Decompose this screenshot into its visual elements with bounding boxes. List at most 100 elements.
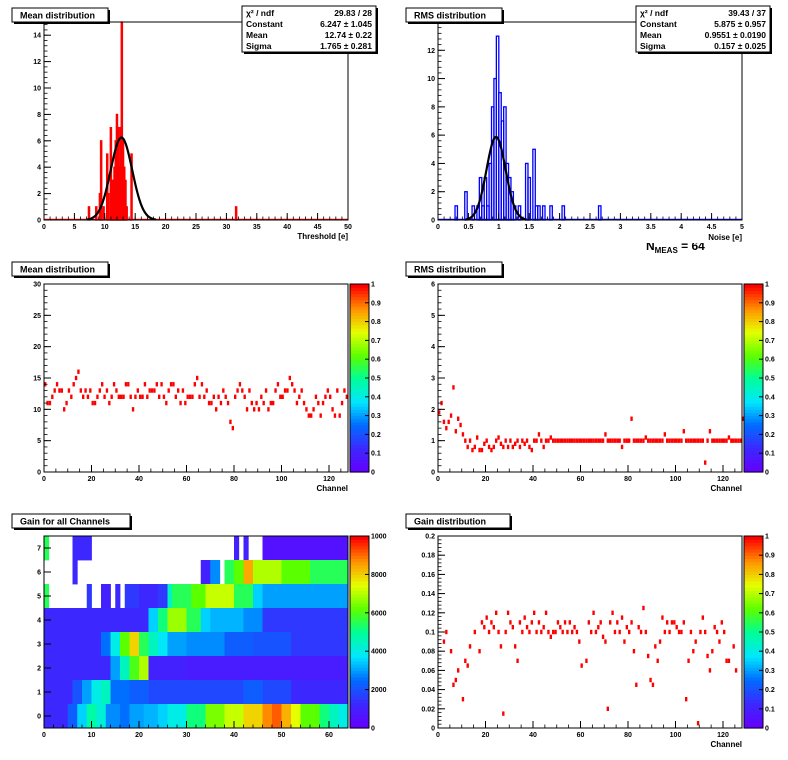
colorbar-segment bbox=[350, 412, 369, 417]
data-point bbox=[205, 388, 208, 393]
data-point bbox=[718, 639, 721, 644]
stats-value: 0.157 ± 0.025 bbox=[714, 41, 766, 51]
colorbar-segment bbox=[744, 349, 763, 354]
y-tick-label: 0 bbox=[37, 470, 41, 477]
colorbar-segment bbox=[350, 309, 369, 313]
colorbar-segment bbox=[744, 390, 763, 395]
data-point bbox=[666, 620, 669, 625]
colorbar-segment bbox=[350, 715, 369, 719]
heatmap-cell bbox=[262, 584, 349, 609]
data-point bbox=[533, 438, 536, 443]
colorbar-segment bbox=[350, 558, 369, 563]
colorbar-segment bbox=[350, 545, 369, 550]
data-point bbox=[150, 388, 154, 393]
colorbar-segment bbox=[350, 396, 369, 401]
colorbar-label: 0.9 bbox=[765, 553, 775, 560]
data-point bbox=[442, 419, 446, 425]
colorbar-segment bbox=[744, 462, 763, 467]
data-point bbox=[148, 388, 151, 393]
data-point bbox=[715, 438, 719, 443]
data-point bbox=[506, 610, 510, 615]
heatmap-cell bbox=[120, 704, 130, 729]
data-point bbox=[480, 620, 484, 625]
x-tick-label: 60 bbox=[577, 476, 585, 483]
colorbar-segment bbox=[744, 699, 763, 703]
y-tick-label: 0 bbox=[37, 714, 41, 721]
colorbar-label: 6000 bbox=[371, 610, 387, 617]
data-point bbox=[708, 429, 712, 434]
data-point bbox=[321, 400, 325, 406]
data-point bbox=[739, 438, 742, 443]
colorbar-segment bbox=[350, 459, 369, 464]
x-tick-label: 4.5 bbox=[707, 224, 717, 231]
colorbar-segment bbox=[350, 318, 369, 323]
x-tick-label: 0 bbox=[436, 224, 440, 231]
data-point bbox=[196, 375, 199, 381]
data-point bbox=[547, 629, 550, 635]
colorbar-segment bbox=[744, 321, 763, 326]
data-point bbox=[155, 382, 158, 387]
data-point bbox=[464, 658, 467, 663]
data-point bbox=[682, 429, 685, 434]
colorbar-segment bbox=[350, 718, 369, 723]
heatmap-cell bbox=[253, 584, 263, 609]
data-point bbox=[174, 394, 177, 399]
data-point bbox=[718, 438, 721, 443]
data-point bbox=[561, 629, 564, 635]
data-point bbox=[540, 438, 543, 443]
data-point bbox=[611, 610, 614, 615]
colorbar-segment bbox=[350, 555, 369, 559]
data-point bbox=[673, 620, 676, 625]
data-point bbox=[324, 394, 327, 399]
colorbar-segment bbox=[350, 696, 369, 700]
x-tick-label: 25 bbox=[192, 224, 200, 231]
heatmap-cell bbox=[86, 584, 92, 609]
data-point bbox=[236, 388, 239, 393]
data-point bbox=[89, 388, 92, 393]
y-tick-label: 0.04 bbox=[421, 687, 435, 694]
data-point bbox=[468, 644, 472, 649]
colorbar-label: 0.6 bbox=[371, 357, 381, 364]
colorbar-segment bbox=[744, 418, 763, 423]
data-point bbox=[518, 620, 522, 625]
data-point bbox=[326, 388, 329, 393]
chart-title: Mean distribution bbox=[20, 265, 95, 275]
data-point bbox=[554, 438, 557, 443]
heatmap-cell bbox=[148, 632, 159, 657]
data-point bbox=[549, 435, 552, 440]
colorbar-segment bbox=[350, 399, 369, 404]
data-point bbox=[734, 438, 738, 443]
colorbar-segment bbox=[744, 660, 763, 665]
data-point bbox=[575, 438, 579, 443]
data-point bbox=[680, 438, 683, 443]
heatmap-cell bbox=[300, 704, 320, 729]
heatmap-cell bbox=[139, 656, 149, 681]
data-point bbox=[48, 400, 52, 406]
colorbar-segment bbox=[350, 683, 369, 687]
colorbar-segment bbox=[350, 302, 369, 307]
x-tick-label: 0 bbox=[436, 476, 440, 483]
data-point bbox=[670, 438, 674, 443]
colorbar-segment bbox=[744, 440, 763, 445]
colorbar-segment bbox=[350, 606, 369, 611]
colorbar-segment bbox=[350, 437, 369, 442]
colorbar-segment bbox=[350, 673, 369, 678]
data-point bbox=[487, 444, 491, 450]
colorbar-segment bbox=[744, 648, 763, 652]
data-point bbox=[276, 382, 280, 387]
heatmap-cell bbox=[167, 704, 187, 729]
x-tick-label: 40 bbox=[230, 732, 238, 739]
data-point bbox=[215, 407, 218, 412]
colorbar-segment bbox=[744, 425, 763, 429]
data-point bbox=[445, 629, 448, 635]
data-point bbox=[229, 419, 232, 425]
data-point bbox=[687, 438, 690, 443]
heatmap-cell bbox=[186, 704, 206, 729]
colorbar-label: 0.6 bbox=[765, 357, 775, 364]
colorbar-segment bbox=[744, 406, 763, 410]
data-point bbox=[692, 649, 695, 654]
y-tick-label: 4 bbox=[431, 344, 435, 351]
stats-value: 12.74 ± 0.22 bbox=[325, 30, 372, 40]
colorbar-label: 1000 bbox=[371, 534, 387, 541]
colorbar-segment bbox=[744, 568, 763, 572]
